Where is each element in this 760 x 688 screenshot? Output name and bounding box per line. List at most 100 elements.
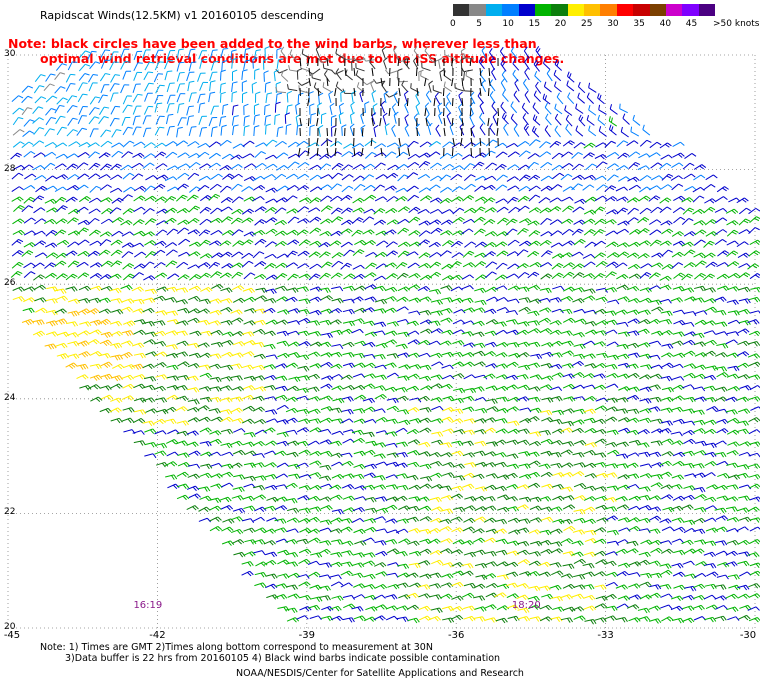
wind-barb bbox=[221, 103, 229, 115]
wind-barb bbox=[318, 595, 331, 601]
wind-barb bbox=[639, 207, 652, 215]
wind-barb bbox=[451, 595, 464, 601]
wind-barb bbox=[122, 140, 135, 148]
wind-barb bbox=[309, 427, 322, 433]
wind-barb bbox=[626, 252, 640, 258]
wind-barb bbox=[353, 583, 366, 589]
wind-barb bbox=[307, 351, 321, 357]
wind-barb bbox=[738, 286, 751, 293]
wind-barb bbox=[495, 352, 508, 358]
wind-barb bbox=[243, 47, 251, 59]
wind-barb bbox=[672, 152, 685, 158]
wind-barb bbox=[341, 460, 354, 467]
wind-barb bbox=[407, 339, 420, 345]
wind-barb bbox=[353, 362, 366, 368]
wind-barb bbox=[343, 285, 356, 292]
wind-barb bbox=[265, 354, 278, 360]
legend-swatch bbox=[633, 4, 650, 16]
wind-barb bbox=[254, 475, 267, 481]
wind-barb bbox=[692, 195, 705, 203]
wind-barb bbox=[593, 384, 607, 391]
wind-barb bbox=[704, 451, 717, 458]
wind-barb bbox=[406, 385, 420, 392]
wind-barb bbox=[683, 173, 696, 180]
wind-barb bbox=[594, 175, 607, 181]
wind-barb bbox=[79, 50, 91, 59]
wind-barb bbox=[45, 117, 56, 126]
wind-barb bbox=[738, 484, 752, 490]
wind-barb bbox=[232, 449, 246, 456]
wind-barb bbox=[143, 384, 156, 391]
wind-barb bbox=[375, 174, 388, 180]
wind-barb bbox=[66, 95, 78, 104]
wind-barb bbox=[486, 296, 499, 302]
contaminated-barb bbox=[308, 77, 311, 87]
wind-barb bbox=[99, 184, 112, 191]
wind-barb bbox=[22, 185, 36, 191]
wind-barb bbox=[187, 141, 200, 147]
wind-barb bbox=[583, 462, 597, 469]
wind-barb bbox=[461, 228, 474, 235]
wind-barb bbox=[384, 185, 397, 191]
wind-barb bbox=[23, 262, 36, 269]
wind-barb bbox=[681, 273, 693, 281]
wind-barb bbox=[451, 527, 464, 533]
wind-barb bbox=[110, 174, 123, 181]
wind-barb bbox=[342, 308, 355, 315]
wind-barb bbox=[430, 383, 443, 389]
wind-barb bbox=[188, 251, 201, 257]
wind-barb bbox=[375, 496, 388, 502]
wind-barb bbox=[320, 332, 334, 339]
wind-barb bbox=[341, 124, 347, 136]
wind-barb bbox=[617, 484, 630, 491]
wind-barb bbox=[749, 496, 760, 502]
wind-barb bbox=[572, 452, 585, 458]
wind-barb bbox=[672, 571, 686, 578]
wind-barb bbox=[44, 262, 57, 269]
wind-barb bbox=[320, 352, 333, 358]
wind-barb bbox=[491, 67, 497, 81]
wind-barb bbox=[319, 475, 332, 482]
latitude-label: 22 bbox=[4, 507, 16, 518]
wind-barb bbox=[142, 307, 155, 314]
wind-barb bbox=[583, 384, 596, 390]
wind-barb bbox=[393, 91, 399, 104]
wind-barb bbox=[76, 206, 89, 213]
wind-barb bbox=[407, 194, 420, 202]
wind-barb bbox=[220, 298, 233, 304]
wind-barb bbox=[350, 101, 355, 114]
wind-barb bbox=[615, 309, 628, 315]
wind-barb bbox=[430, 310, 443, 316]
wind-barb bbox=[450, 152, 463, 159]
wind-barb bbox=[89, 96, 101, 105]
wind-barb bbox=[528, 240, 541, 247]
wind-barb bbox=[364, 418, 377, 424]
wind-barb bbox=[649, 299, 662, 306]
wind-barb bbox=[572, 163, 584, 171]
wind-barb bbox=[726, 229, 739, 237]
wind-barb bbox=[298, 507, 311, 514]
wind-barb bbox=[221, 340, 234, 346]
wind-barb bbox=[296, 68, 303, 80]
wind-barb bbox=[142, 261, 155, 269]
wind-barb bbox=[473, 450, 486, 457]
wind-barb bbox=[87, 50, 97, 60]
wind-barb bbox=[386, 172, 399, 179]
wind-barb bbox=[529, 139, 541, 147]
wind-barb bbox=[496, 407, 509, 414]
wind-barb bbox=[220, 505, 234, 511]
wind-barb bbox=[276, 253, 289, 259]
wind-barb bbox=[565, 123, 572, 136]
wind-barb bbox=[682, 408, 695, 414]
legend-label: 25 bbox=[581, 19, 593, 29]
wind-barb bbox=[541, 250, 553, 258]
wind-barb bbox=[177, 361, 190, 367]
wind-barb bbox=[527, 320, 540, 326]
wind-barb bbox=[486, 406, 499, 412]
wind-barb bbox=[453, 506, 466, 513]
wind-barb bbox=[122, 383, 135, 390]
wind-barb bbox=[429, 572, 442, 578]
wind-barb bbox=[230, 440, 243, 447]
wind-barb bbox=[584, 619, 597, 625]
wind-barb bbox=[220, 319, 233, 326]
